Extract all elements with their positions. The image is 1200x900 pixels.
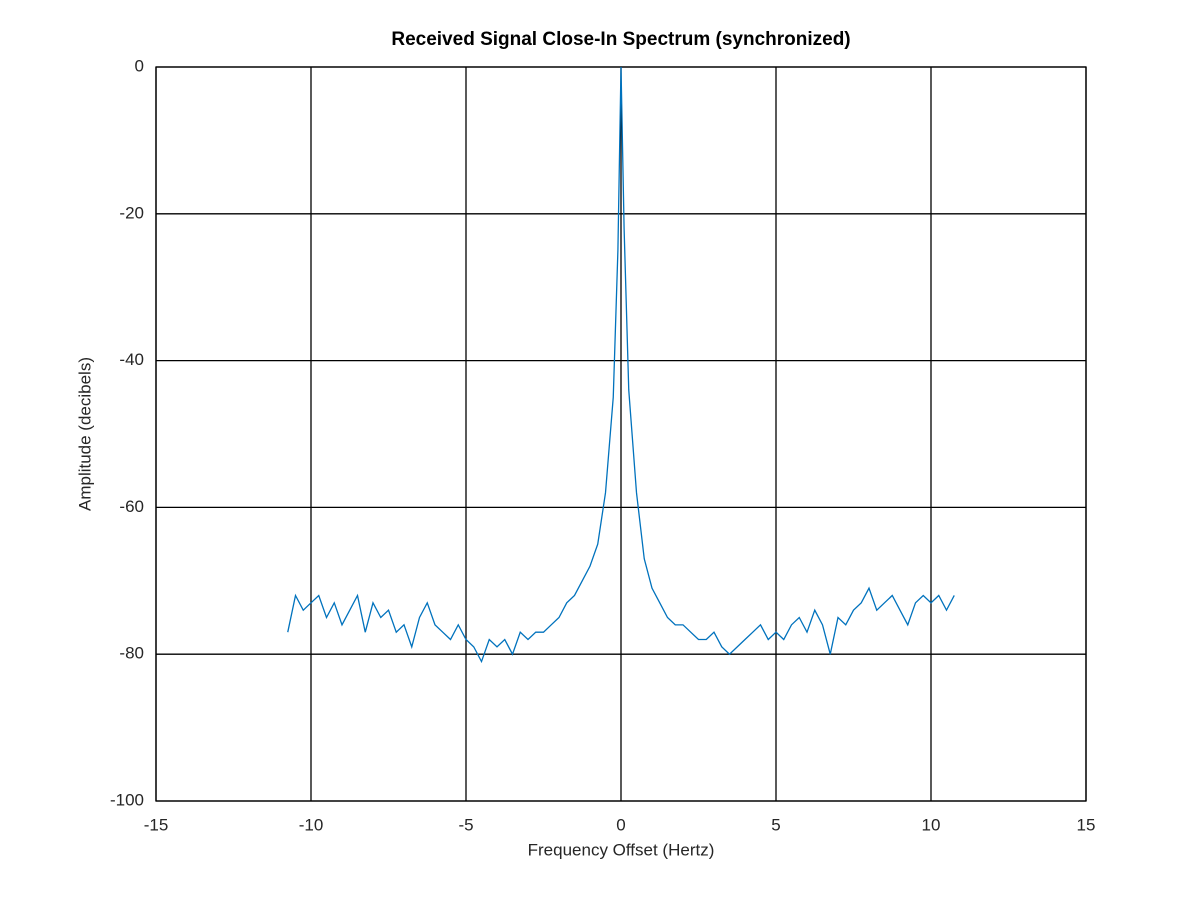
x-tick-label: 5 xyxy=(771,815,780,834)
x-tick-label: 10 xyxy=(922,815,941,834)
y-tick-label: -60 xyxy=(119,497,144,516)
x-axis-label: Frequency Offset (Hertz) xyxy=(528,840,715,859)
y-tick-label: -100 xyxy=(110,790,144,809)
x-tick-label: -5 xyxy=(458,815,473,834)
y-tick-label: -40 xyxy=(119,350,144,369)
y-tick-label: -20 xyxy=(119,203,144,222)
x-tick-label: -10 xyxy=(299,815,324,834)
y-tick-label: -80 xyxy=(119,644,144,663)
chart-title: Received Signal Close-In Spectrum (synch… xyxy=(391,29,850,50)
data-line xyxy=(287,66,955,664)
x-tick-label: -15 xyxy=(144,815,169,834)
x-tick-label: 0 xyxy=(616,815,625,834)
y-axis-label: Amplitude (decibels) xyxy=(75,357,94,511)
y-tick-label: 0 xyxy=(135,56,144,75)
x-tick-label: 15 xyxy=(1077,815,1096,834)
